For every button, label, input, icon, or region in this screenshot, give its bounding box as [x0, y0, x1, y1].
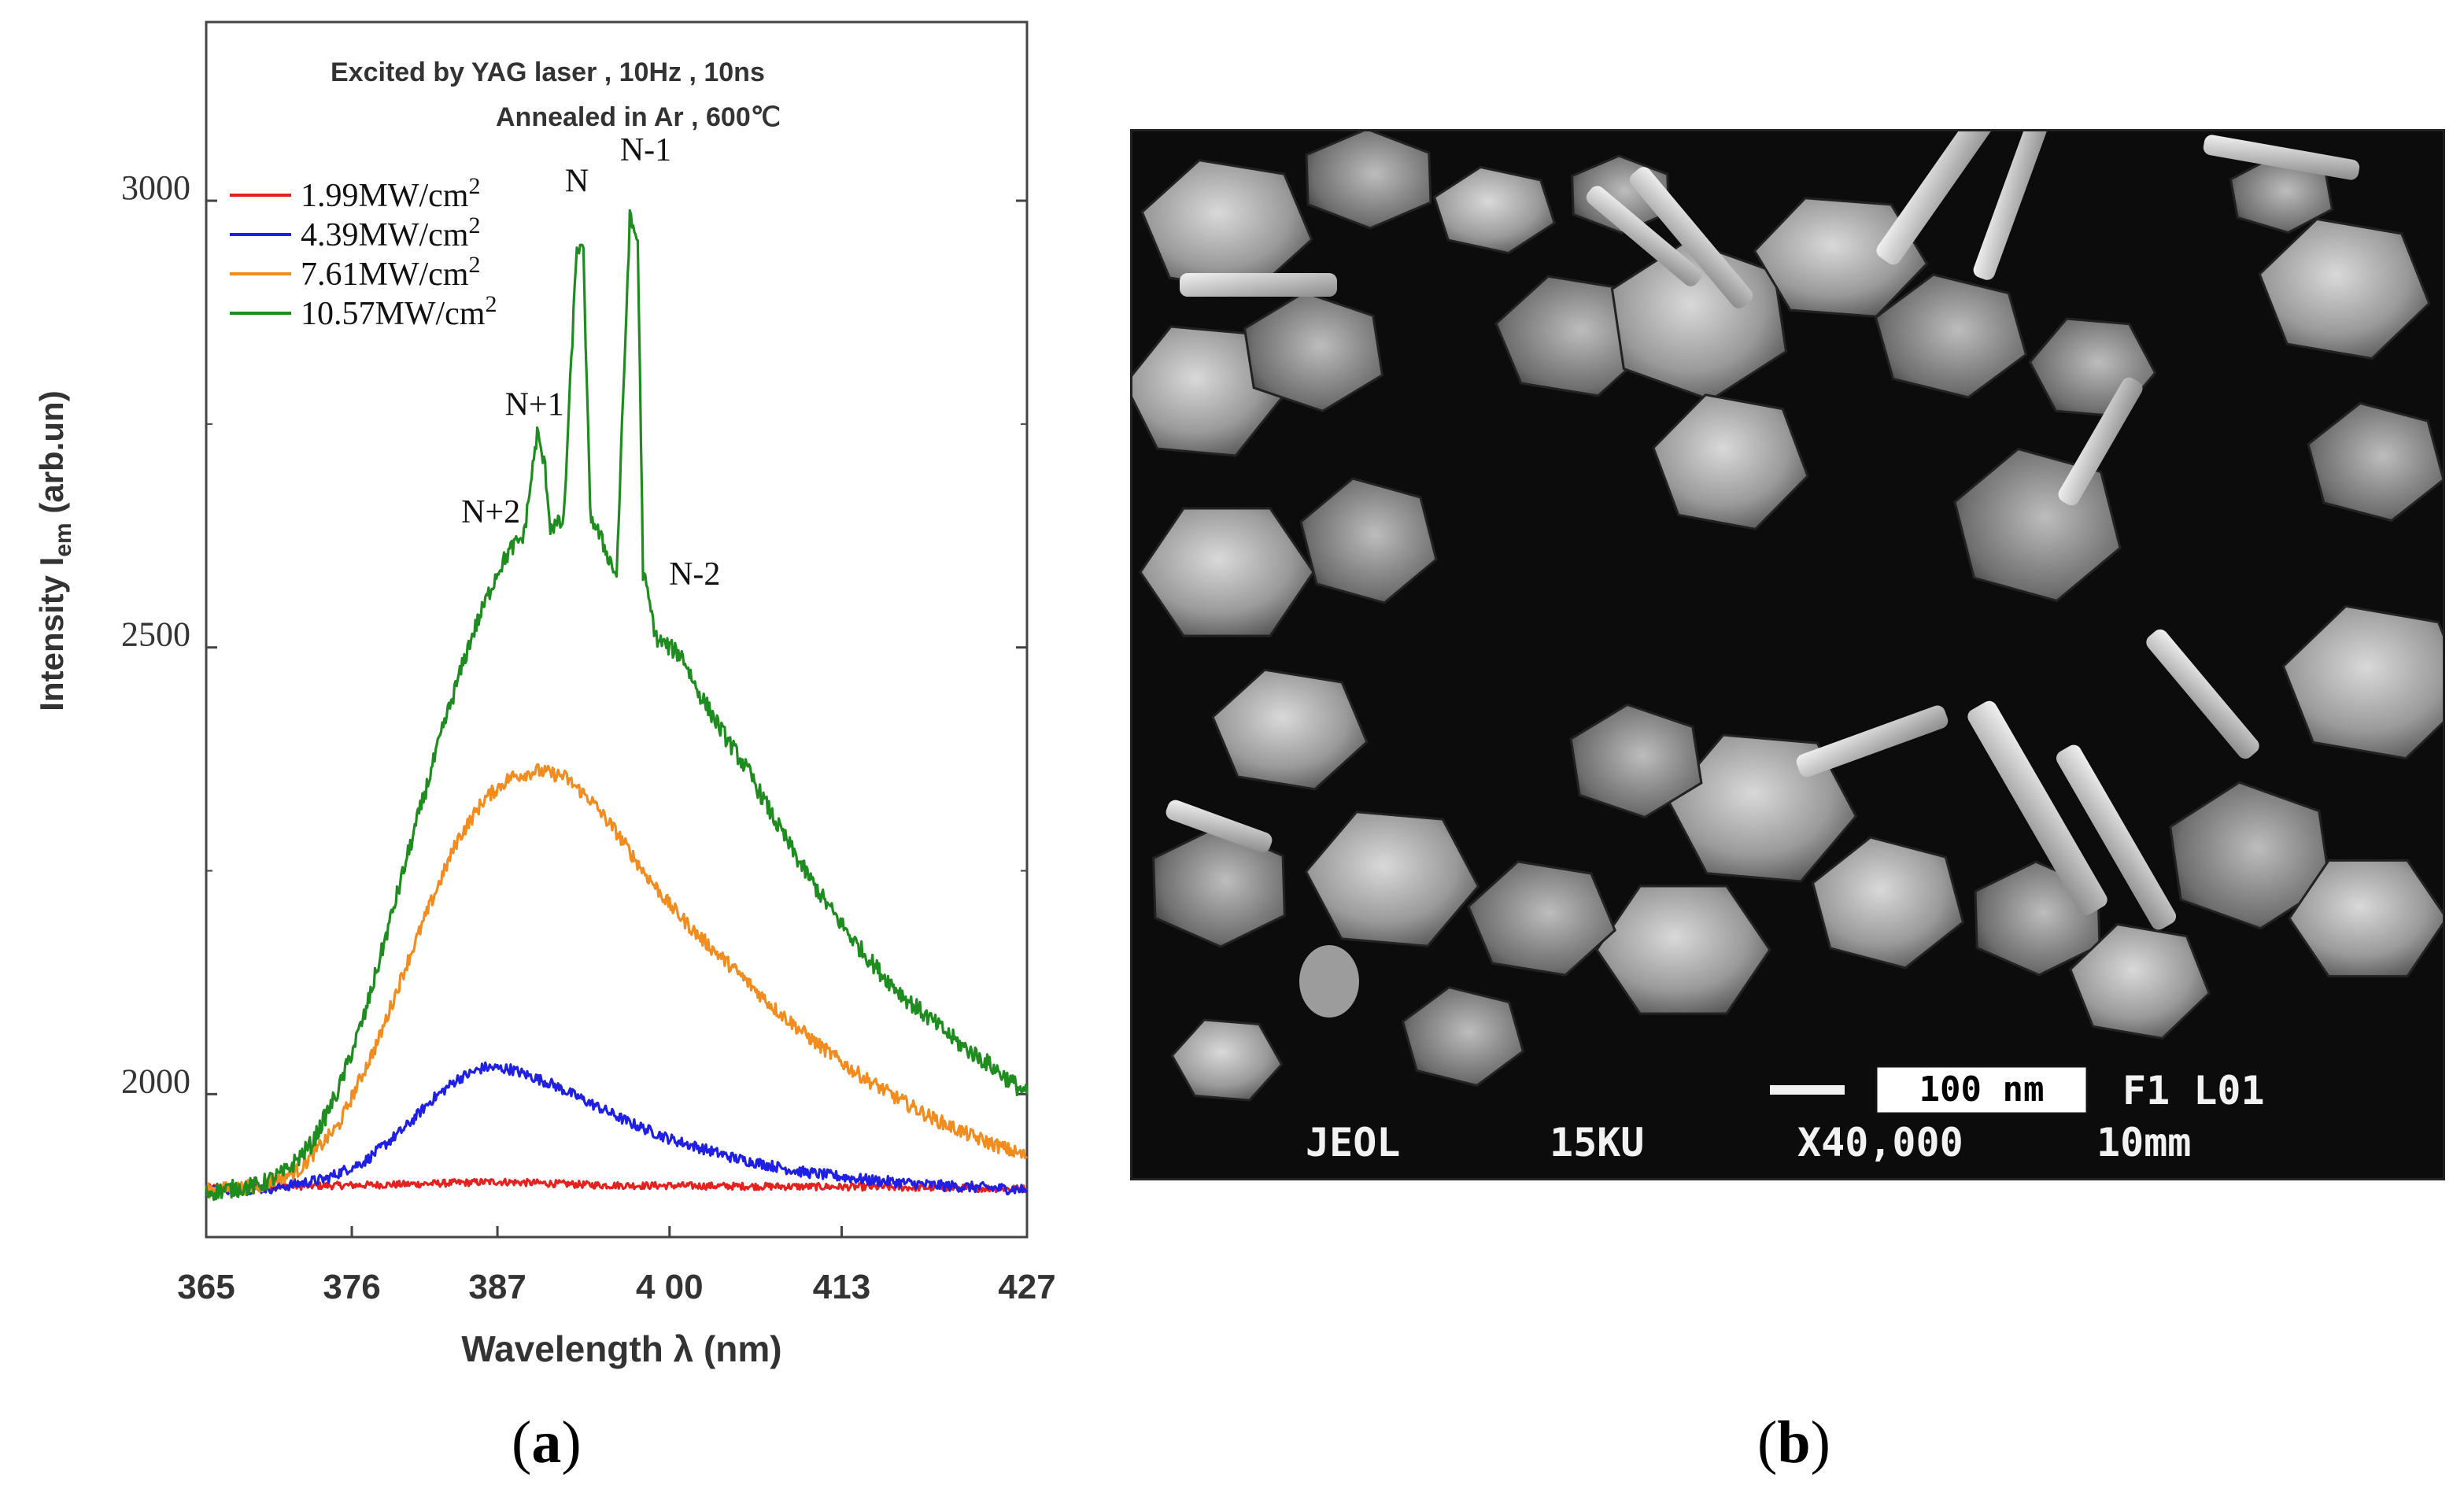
hexagonal-platelet — [1170, 1018, 1284, 1102]
hexagonal-platelet — [1139, 507, 1315, 637]
hexagonal-platelet — [1299, 477, 1438, 604]
y-axis-ticks: 2000 2500 3000 — [121, 168, 1027, 1100]
hexagonal-platelet — [2169, 781, 2331, 930]
hexagonal-platelet — [1243, 290, 1384, 413]
x-tick-label: 376 — [323, 1268, 380, 1306]
platelet-edge-on — [2203, 135, 2360, 180]
hexagonal-platelet — [1211, 668, 1369, 791]
grey-particle — [1299, 945, 1359, 1018]
platelet-edge-on — [1586, 186, 1702, 286]
hexagonal-platelets — [1132, 131, 2443, 1102]
series-group — [205, 209, 1029, 1202]
platelet-edge-on — [1876, 131, 2010, 265]
hexagonal-platelet — [1152, 826, 1286, 948]
y-tick-label: 2500 — [121, 615, 190, 654]
sem-voltage: 15KU — [1550, 1120, 1644, 1165]
scale-bar-box — [1875, 1065, 2089, 1115]
sem-magnification: X40,000 — [1797, 1120, 1963, 1165]
platelet-edge-on — [1180, 273, 1337, 297]
platelet-edge-on — [1973, 131, 2055, 280]
panel-label-b: (b) — [1757, 1409, 1830, 1476]
sem-image: 100 nm F1 L01 JEOL 15KU X40,000 10mm — [1130, 129, 2445, 1180]
series-line-2 — [205, 1061, 1029, 1196]
hexagonal-platelet — [1652, 393, 1809, 530]
platelet-edge-on — [1967, 700, 2108, 916]
hexagonal-platelet — [1874, 273, 2028, 399]
x-axis-ticks: 365 376 387 4 00 413 427 — [177, 1226, 1056, 1306]
platelet-edge-on — [2056, 744, 2177, 930]
panel-label-a-letter: a — [531, 1409, 562, 1476]
series-line-3 — [205, 763, 1028, 1199]
legend-label-text: 7.61MW/cm — [301, 257, 469, 293]
legend-label-superscript: 2 — [468, 212, 480, 238]
legend-label: 1.99MW/cm2 — [301, 173, 480, 214]
x-tick-label: 365 — [177, 1268, 235, 1306]
legend-label-text: 10.57MW/cm — [301, 296, 486, 332]
platelet-edge-on — [1166, 800, 1273, 853]
panel-label-a: (a) — [512, 1409, 582, 1476]
hexagonal-platelet — [1304, 811, 1480, 947]
legend-label-superscript: 2 — [468, 173, 480, 199]
hexagonal-platelet — [1432, 165, 1557, 255]
peak-label: N+1 — [505, 387, 564, 423]
hexagonal-platelet — [1401, 985, 1525, 1088]
hexagonal-platelet — [2307, 401, 2443, 523]
x-tick-label: 427 — [998, 1268, 1055, 1306]
legend-label-superscript: 2 — [468, 252, 480, 278]
x-tick-label: 4 00 — [636, 1268, 704, 1306]
y-axis-label: Intensity Iem (arb.un) — [33, 390, 76, 711]
legend-label: 10.57MW/cm2 — [301, 291, 497, 332]
peak-label: N+2 — [461, 494, 520, 530]
legend-label: 4.39MW/cm2 — [301, 212, 480, 253]
x-axis-label: Wavelength λ (nm) — [461, 1328, 781, 1369]
chart-a: Excited by YAG laser , 10Hz , 10ns Annea… — [33, 20, 1056, 1369]
y-axis-label-unit: (arb.un) — [33, 390, 70, 523]
hexagonal-platelet — [2069, 922, 2211, 1040]
y-tick-label: 3000 — [121, 168, 190, 207]
hexagonal-platelet — [1467, 860, 1616, 977]
peak-label: N-2 — [669, 556, 720, 593]
y-axis-label-subscript: em — [50, 523, 76, 556]
peak-annotations: N N-1 N+1 N+2 N-2 — [461, 132, 720, 593]
hexagonal-platelet — [1569, 703, 1703, 819]
sem-picture: 100 nm F1 L01 JEOL 15KU X40,000 10mm — [1132, 131, 2443, 1178]
scale-bar-label: 100 nm — [1919, 1069, 2045, 1110]
legend-label-superscript: 2 — [485, 291, 497, 317]
hexagonal-platelet — [2281, 604, 2443, 760]
platelet-edge-on — [2058, 377, 2143, 506]
hexagonal-platelet — [1305, 131, 1432, 230]
chart-title-line1: Excited by YAG laser , 10Hz , 10ns — [331, 57, 765, 87]
legend-label-text: 1.99MW/cm — [301, 178, 469, 214]
platelet-edge-on — [2146, 629, 2259, 759]
plot-frame — [205, 20, 1029, 1239]
y-axis-label-main: Intensity I — [33, 557, 70, 711]
panel-label-b-letter: b — [1777, 1409, 1811, 1476]
x-tick-label: 387 — [468, 1268, 526, 1306]
legend-label: 7.61MW/cm2 — [301, 252, 480, 293]
hexagonal-platelet — [1595, 885, 1771, 1015]
y-tick-label: 2000 — [121, 1062, 190, 1100]
chart-title-line2: Annealed in Ar , 600℃ — [496, 102, 781, 132]
sem-info-top-right: F1 L01 — [2122, 1068, 2265, 1114]
sem-working-distance: 10mm — [2096, 1120, 2191, 1165]
sem-info-left: JEOL — [1306, 1120, 1400, 1165]
legend-label-text: 4.39MW/cm — [301, 217, 469, 253]
platelet-edge-on — [1629, 167, 1753, 308]
peak-label: N-1 — [620, 132, 671, 168]
x-tick-label: 413 — [813, 1268, 870, 1306]
platelet-edge-on — [1796, 705, 1949, 778]
legend: 1.99MW/cm24.39MW/cm27.61MW/cm210.57MW/cm… — [230, 173, 497, 332]
series-line-4 — [205, 209, 1029, 1202]
hexagonal-platelet — [1811, 836, 1965, 970]
peak-label: N — [565, 164, 589, 200]
hexagonal-platelet — [2258, 217, 2431, 360]
hexagonal-platelet — [2288, 859, 2443, 978]
scale-bar-line — [1770, 1085, 1845, 1095]
